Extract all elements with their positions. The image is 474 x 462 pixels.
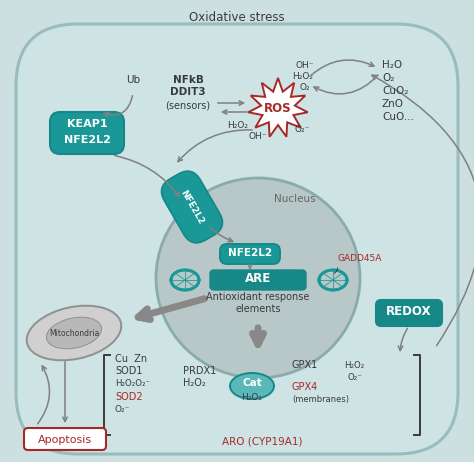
FancyBboxPatch shape	[16, 24, 458, 454]
Polygon shape	[248, 78, 308, 137]
Text: O₂: O₂	[300, 83, 310, 92]
Ellipse shape	[46, 317, 101, 349]
Text: SOD1: SOD1	[115, 366, 143, 376]
Text: O₂: O₂	[382, 73, 394, 83]
Text: NFkB: NFkB	[173, 75, 203, 85]
Text: CuO...: CuO...	[382, 112, 414, 122]
Text: NFE2L2: NFE2L2	[228, 248, 272, 258]
Text: NFE2L2: NFE2L2	[64, 135, 110, 145]
Text: ARE: ARE	[245, 272, 271, 285]
Text: Antioxidant response: Antioxidant response	[206, 292, 310, 302]
FancyBboxPatch shape	[376, 300, 442, 326]
FancyBboxPatch shape	[50, 112, 124, 154]
Text: REDOX: REDOX	[386, 305, 432, 318]
Text: H₂O₂: H₂O₂	[344, 361, 364, 370]
Text: OH⁻: OH⁻	[296, 61, 315, 70]
Text: Nucleus: Nucleus	[274, 194, 316, 204]
Text: Cat: Cat	[242, 378, 262, 388]
Text: DDIT3: DDIT3	[170, 87, 206, 97]
Text: SOD2: SOD2	[115, 392, 143, 402]
Text: (sensors): (sensors)	[165, 100, 210, 110]
Text: Mitochondria: Mitochondria	[49, 328, 99, 338]
Text: O₂⁻: O₂⁻	[295, 125, 310, 134]
Text: elements: elements	[235, 304, 281, 314]
Text: NFE2L2: NFE2L2	[179, 188, 205, 226]
Text: H₂O₂O₂⁻: H₂O₂O₂⁻	[115, 379, 150, 388]
Text: H₂O: H₂O	[382, 60, 402, 70]
Text: GPX1: GPX1	[292, 360, 318, 370]
Text: ARO (CYP19A1): ARO (CYP19A1)	[222, 436, 302, 446]
Text: H₂O₂: H₂O₂	[241, 393, 263, 402]
Text: O₂⁻: O₂⁻	[115, 405, 130, 414]
Text: Apoptosis: Apoptosis	[38, 435, 92, 445]
Text: GPX4: GPX4	[292, 382, 318, 392]
Text: CuO₂: CuO₂	[382, 86, 409, 96]
Text: KEAP1: KEAP1	[67, 119, 107, 129]
Text: Cu  Zn: Cu Zn	[115, 354, 147, 364]
Text: ROS: ROS	[264, 103, 292, 116]
Text: (membranes): (membranes)	[292, 395, 349, 404]
Text: OH⁻: OH⁻	[249, 132, 267, 141]
Text: H₂O₂: H₂O₂	[183, 378, 206, 388]
FancyArrowPatch shape	[372, 75, 474, 346]
Text: Oxidative stress: Oxidative stress	[189, 11, 285, 24]
FancyBboxPatch shape	[210, 270, 306, 290]
Text: H₂O₂: H₂O₂	[228, 121, 248, 130]
Text: ZnO: ZnO	[382, 99, 404, 109]
Ellipse shape	[156, 178, 360, 378]
Text: H₂O₂: H₂O₂	[292, 72, 313, 81]
Ellipse shape	[230, 373, 274, 399]
Text: Ub: Ub	[126, 75, 140, 85]
FancyBboxPatch shape	[220, 244, 280, 264]
Text: GADD45A: GADD45A	[338, 254, 383, 263]
FancyBboxPatch shape	[24, 428, 106, 450]
Text: O₂⁻: O₂⁻	[348, 373, 363, 382]
Ellipse shape	[27, 306, 121, 360]
Text: PRDX1: PRDX1	[183, 366, 216, 376]
